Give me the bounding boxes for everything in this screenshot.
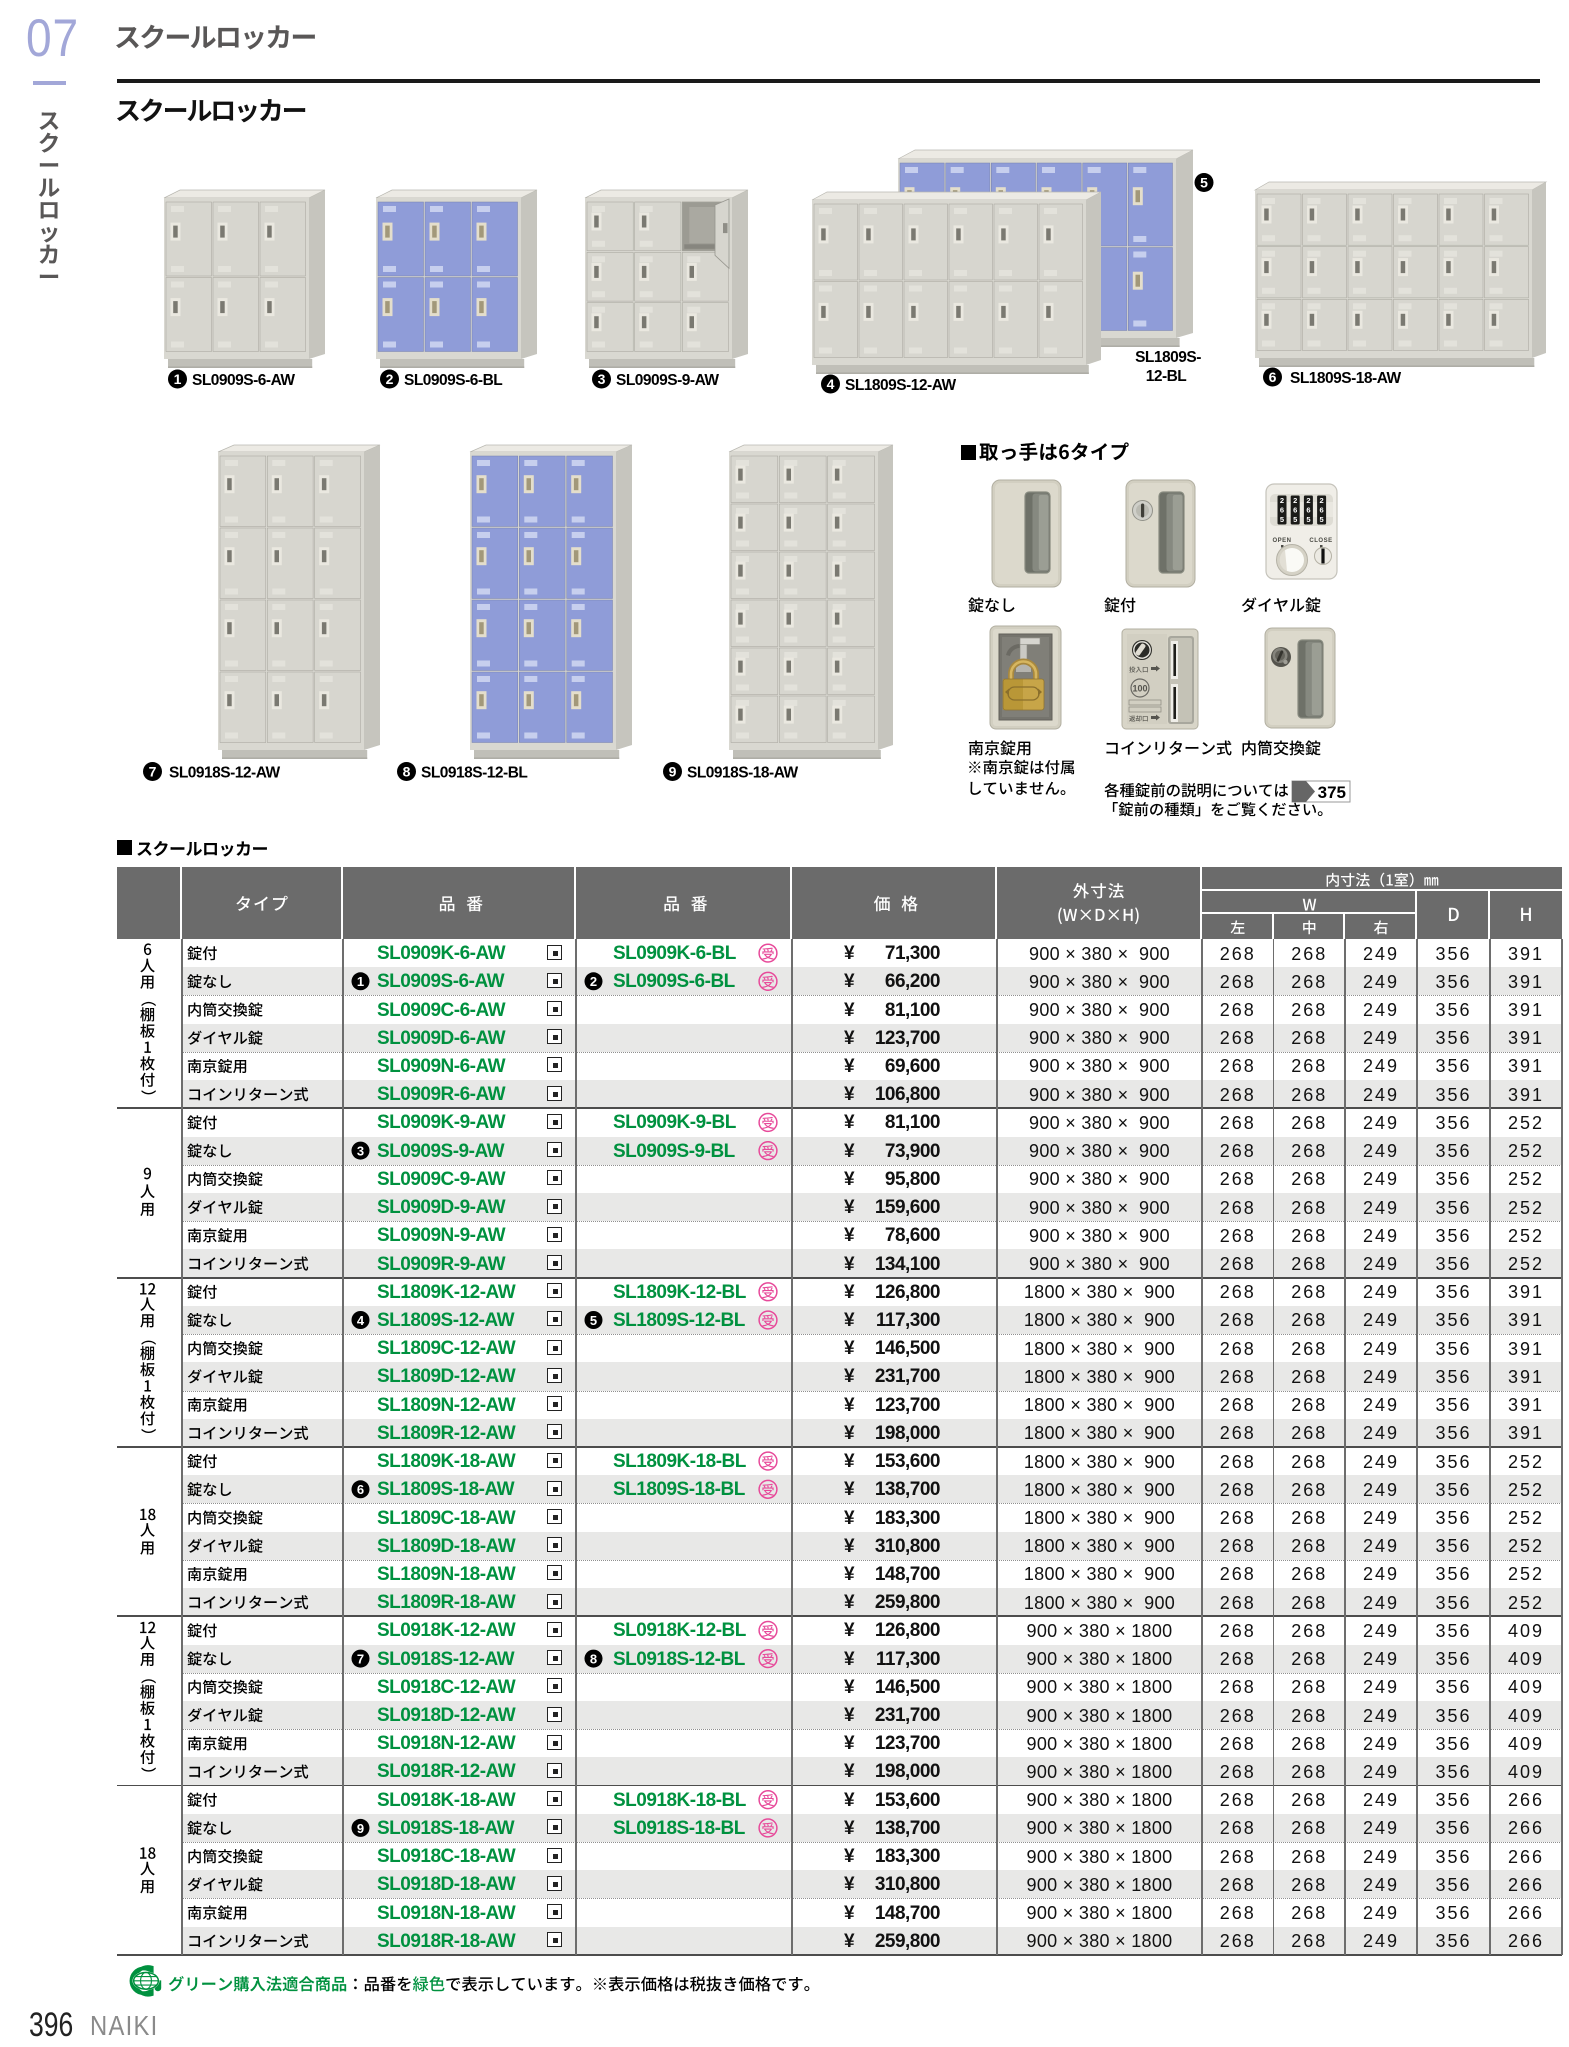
svg-text:SL1809S-18-AW: SL1809S-18-AW — [1290, 370, 1402, 387]
svg-text:2: 2 — [1280, 496, 1284, 505]
svg-text:2: 2 — [1320, 496, 1324, 505]
svg-text:SL0918S-18-AW: SL0918S-18-AW — [687, 765, 799, 782]
svg-text:7: 7 — [149, 764, 157, 780]
svg-text:SL0909S-9-AW: SL0909S-9-AW — [616, 372, 719, 389]
svg-text:9: 9 — [357, 1821, 364, 1836]
svg-text:2: 2 — [1293, 496, 1297, 505]
svg-text:5: 5 — [1320, 515, 1324, 524]
svg-text:2: 2 — [386, 371, 394, 387]
svg-text:5: 5 — [1306, 515, 1310, 524]
svg-text:SL0909S-6-BL: SL0909S-6-BL — [404, 372, 502, 389]
svg-text:6: 6 — [357, 1482, 364, 1497]
svg-text:8: 8 — [590, 1652, 597, 1667]
svg-text:8: 8 — [403, 764, 411, 780]
svg-text:6: 6 — [1320, 506, 1324, 515]
svg-text:5: 5 — [1280, 515, 1284, 524]
svg-text:5: 5 — [1293, 515, 1297, 524]
svg-text:1: 1 — [357, 974, 364, 989]
svg-text:1: 1 — [174, 371, 182, 387]
svg-text:OPEN: OPEN — [1272, 538, 1291, 544]
svg-text:4: 4 — [827, 376, 835, 392]
svg-text:6: 6 — [1280, 506, 1284, 515]
svg-text:6: 6 — [1306, 506, 1310, 515]
svg-text:2: 2 — [1306, 496, 1310, 505]
svg-text:SL0918S-12-BL: SL0918S-12-BL — [421, 765, 527, 782]
svg-text:6: 6 — [1269, 369, 1277, 385]
svg-text:6: 6 — [1293, 506, 1297, 515]
svg-text:9: 9 — [669, 764, 677, 780]
svg-text:375: 375 — [1318, 783, 1346, 802]
svg-text:CLOSE: CLOSE — [1309, 538, 1332, 544]
svg-text:3: 3 — [598, 371, 606, 387]
svg-text:100: 100 — [1132, 684, 1147, 694]
svg-text:5: 5 — [590, 1313, 597, 1328]
svg-text:4: 4 — [357, 1313, 365, 1328]
svg-text:12-BL: 12-BL — [1146, 368, 1187, 385]
svg-text:7: 7 — [357, 1652, 364, 1667]
svg-text:2: 2 — [590, 974, 597, 989]
svg-text:5: 5 — [1200, 175, 1208, 191]
svg-text:3: 3 — [357, 1144, 364, 1159]
svg-text:SL0909S-6-AW: SL0909S-6-AW — [192, 372, 295, 389]
svg-text:SL1809S-: SL1809S- — [1135, 349, 1201, 366]
svg-text:SL0918S-12-AW: SL0918S-12-AW — [169, 765, 281, 782]
svg-text:SL1809S-12-AW: SL1809S-12-AW — [845, 377, 957, 394]
